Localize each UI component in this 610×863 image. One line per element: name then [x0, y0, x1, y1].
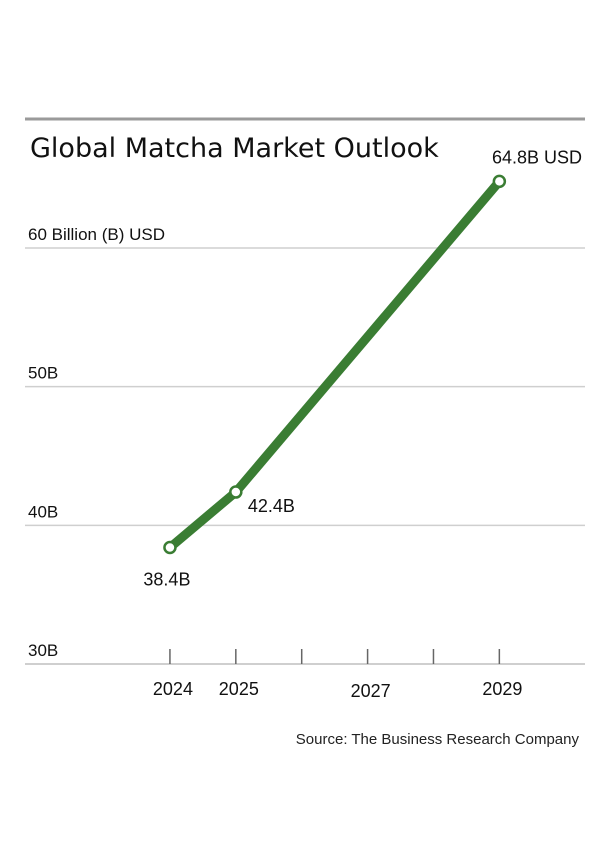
data-point: [163, 540, 177, 555]
y-tick-label: 40B: [28, 502, 58, 521]
chart-title: Global Matcha Market Outlook: [30, 133, 439, 164]
data-label: 64.8B USD: [492, 147, 582, 167]
y-tick-label: 60 Billion (B) USD: [28, 225, 165, 244]
data-point: [492, 174, 507, 189]
series-line: [165, 176, 504, 553]
data-point: [229, 485, 243, 499]
x-tick-label: 2029: [482, 679, 522, 699]
x-tick-label: 2024: [153, 679, 193, 699]
x-tick-label: 2027: [351, 681, 391, 701]
x-tick-label: 2025: [219, 679, 259, 699]
y-tick-label: 50B: [28, 364, 58, 383]
data-label: 38.4B: [143, 570, 190, 590]
source-note: Source: The Business Research Company: [296, 731, 580, 748]
y-tick-label: 30B: [28, 641, 58, 660]
data-label: 42.4B: [248, 496, 295, 516]
